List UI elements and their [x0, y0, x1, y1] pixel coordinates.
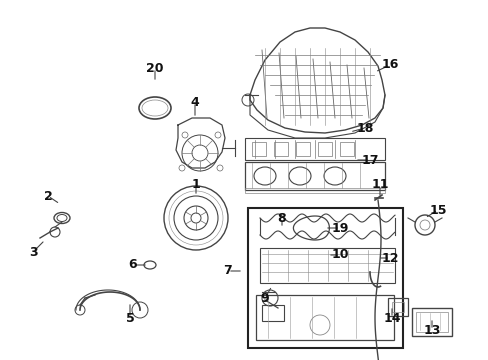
Text: 7: 7 — [223, 265, 232, 278]
Text: 16: 16 — [381, 58, 398, 72]
Bar — [411, 308, 451, 336]
Text: 11: 11 — [370, 179, 388, 192]
Text: 20: 20 — [146, 62, 163, 75]
Bar — [247, 208, 402, 348]
Bar — [251, 142, 265, 156]
Text: 2: 2 — [43, 189, 52, 202]
Text: 5: 5 — [125, 311, 134, 324]
Text: 10: 10 — [330, 248, 348, 261]
Text: 18: 18 — [356, 122, 373, 135]
Text: 8: 8 — [277, 211, 286, 225]
Bar — [244, 188, 384, 193]
Text: 9: 9 — [260, 292, 269, 305]
Bar — [262, 305, 284, 321]
Bar — [244, 162, 384, 190]
Bar — [273, 142, 287, 156]
Bar — [260, 248, 394, 283]
Text: 15: 15 — [428, 203, 446, 216]
Bar — [295, 142, 309, 156]
Text: 14: 14 — [383, 311, 400, 324]
Text: 19: 19 — [331, 221, 348, 234]
Text: 1: 1 — [191, 179, 200, 192]
Bar — [415, 312, 447, 332]
Text: 6: 6 — [128, 258, 137, 271]
Text: 12: 12 — [381, 252, 398, 265]
Bar — [317, 142, 331, 156]
Bar — [256, 295, 393, 340]
Text: 4: 4 — [190, 95, 199, 108]
Text: 17: 17 — [361, 153, 378, 166]
Bar — [387, 298, 407, 316]
Bar — [339, 142, 353, 156]
Bar — [244, 138, 384, 160]
Text: 13: 13 — [423, 324, 440, 337]
Bar — [391, 302, 403, 312]
Text: 3: 3 — [29, 246, 37, 258]
